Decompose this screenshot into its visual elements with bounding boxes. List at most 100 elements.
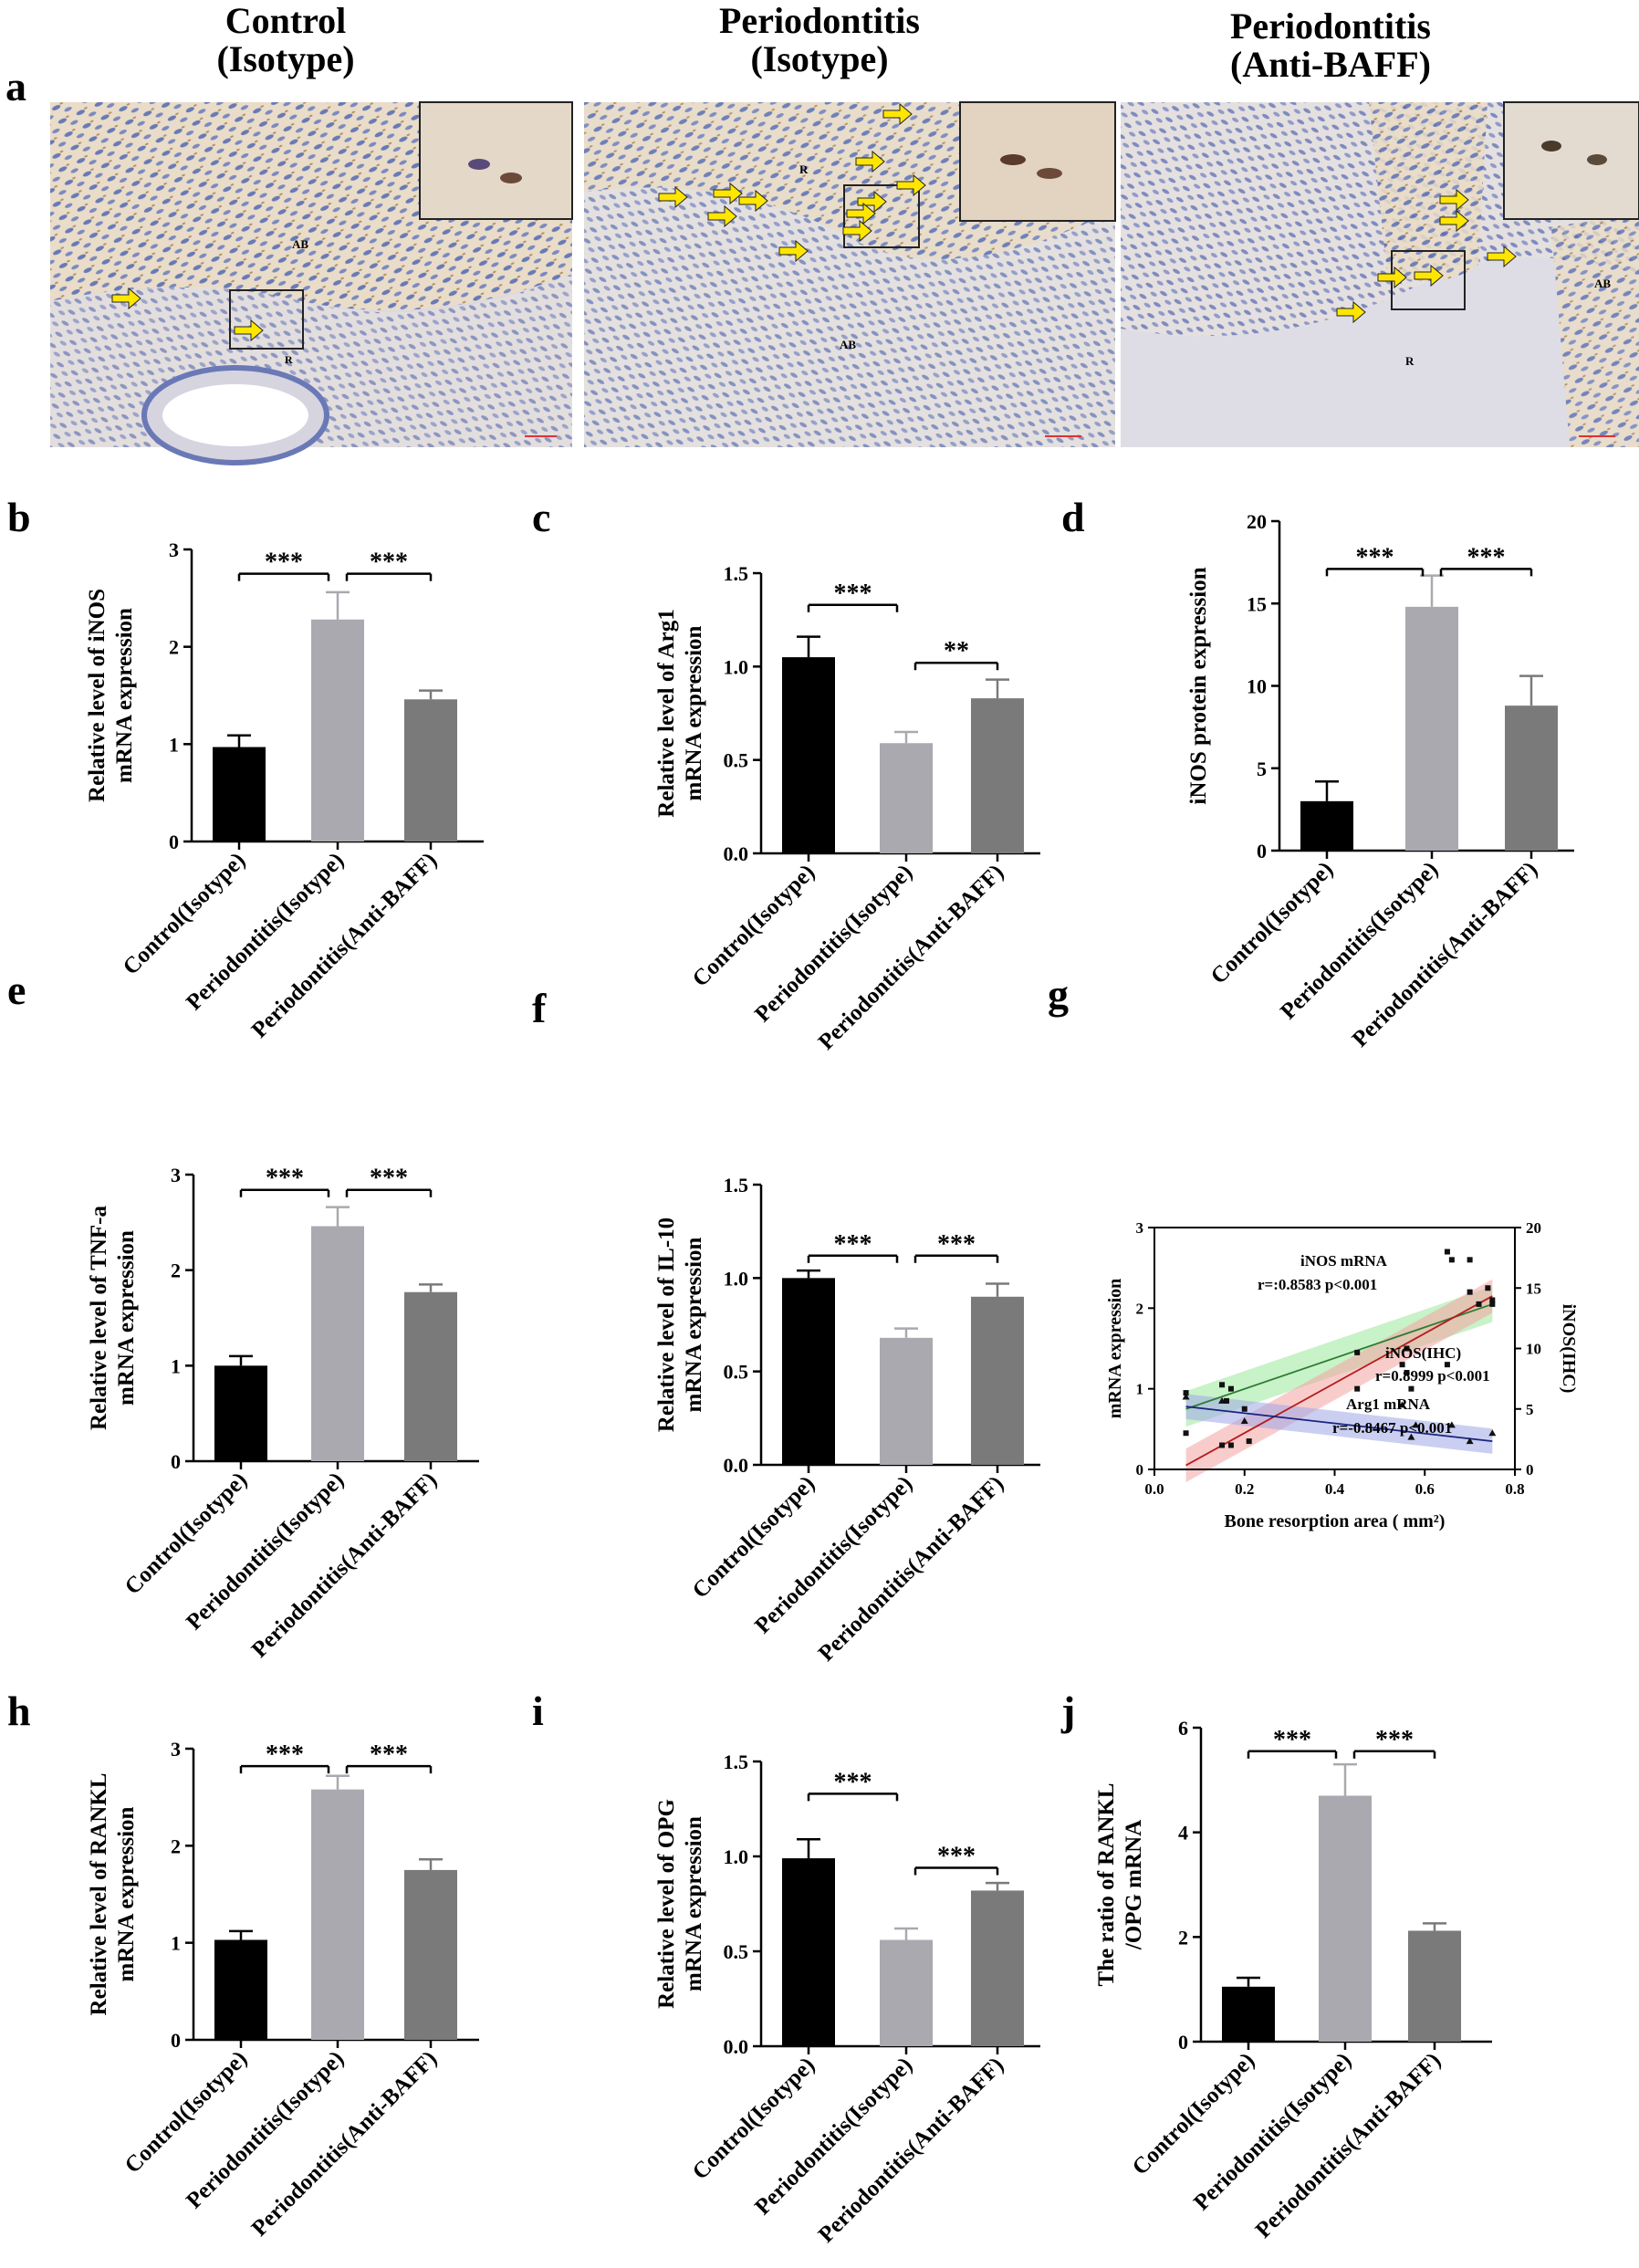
x-tick-label-group: Periodontitis(Anti-BAFF) [247, 1468, 443, 1663]
panel-a-title-3-line1: Periodontitis [1230, 5, 1431, 47]
y-tick-left-label: 0 [1136, 1461, 1144, 1479]
data-point [1476, 1301, 1482, 1307]
chart-c: c 0.0 0.5 1.0 1.5 Relative level of Arg1 mRNA … [532, 494, 1040, 1055]
bar [1300, 800, 1353, 851]
panel-a-title-2-line1: Periodontitis [719, 0, 920, 41]
data-point [1219, 1442, 1226, 1448]
x-tick-label-group: Periodontitis(Isotype) [1189, 2048, 1356, 2215]
micrograph-periodontitis-anti-baff: AB R [1121, 101, 1639, 447]
data-point [1485, 1285, 1491, 1291]
data-point [1489, 1301, 1496, 1307]
x-axis-title: Bone resorption area ( mm²) [1225, 1511, 1446, 1531]
data-point [1448, 1257, 1455, 1263]
y-axis-title: The ratio of RANKL/OPG mRNA [1094, 1783, 1146, 1987]
sig-label: *** [370, 549, 408, 577]
data-point [1227, 1442, 1234, 1448]
y-axis-title-line: iNOS protein expression [1186, 567, 1211, 804]
y-axis-title-line: mRNA expression [114, 1230, 139, 1406]
y-tick-right-label: 20 [1526, 1219, 1541, 1237]
data-point [1227, 1385, 1234, 1392]
x-tick-label: 0.8 [1505, 1480, 1524, 1498]
arrow-marker [234, 319, 264, 342]
micrograph-periodontitis-isotype: R AB [584, 101, 1116, 448]
y-axis-title: Relative level of TNF-a mRNA expression [87, 1206, 139, 1430]
x-tick-label: Periodontitis(Isotype) [1189, 2048, 1356, 2215]
sig-label: *** [834, 1768, 872, 1796]
data-point [1408, 1385, 1415, 1392]
panel-a-title-2-line2: (Isotype) [750, 38, 888, 79]
arrow-marker [842, 219, 872, 243]
y-axis-title-line: Relative level of Arg1 [654, 609, 679, 817]
panel-a: a Control (Isotype) Periodontitis (Isoty… [5, 0, 1639, 465]
arrow-marker [1439, 188, 1469, 212]
chart-h: h 0 1 2 3 Relative level of RANKL mRNA express… [7, 1688, 479, 2242]
y-axis-title: iNOS protein expression [1186, 567, 1211, 804]
x-tick-label-group: Periodontitis(Anti-BAFF) [1251, 2048, 1446, 2243]
y-axis-title: Relative level of RANKL mRNA expression [87, 1773, 139, 2016]
data-point [1467, 1257, 1473, 1263]
y-tick-label: 1.0 [724, 655, 749, 678]
arrow-marker [1336, 300, 1366, 324]
label-ab-2: AB [840, 338, 856, 351]
sig-label: *** [1273, 1726, 1311, 1754]
bar [782, 657, 835, 853]
fit-line [1185, 1295, 1493, 1467]
panel-letter-b: b [7, 494, 31, 540]
fit-line [1185, 1303, 1493, 1410]
data-point [1489, 1297, 1496, 1303]
panel-letter-i: i [532, 1688, 544, 1734]
arrow-marker [778, 239, 809, 263]
bar [404, 699, 457, 841]
y-axis-title-line: Relative level of IL-10 [654, 1218, 679, 1432]
data-point [1398, 1401, 1406, 1408]
bar [971, 1296, 1024, 1465]
y-axis-title-left: mRNA expression [1105, 1279, 1125, 1419]
series-label-inos-ihc: iNOS(IHC) [1385, 1344, 1461, 1362]
x-tick-label: 0.0 [1144, 1480, 1164, 1498]
y-axis-title: Relative level of Arg1 mRNA expression [654, 609, 706, 817]
data-point [1399, 1362, 1405, 1368]
sig-label: *** [266, 1740, 304, 1769]
panel-letter-g: g [1048, 971, 1069, 1018]
y-tick-label: 0.5 [724, 1940, 749, 1963]
bar [404, 1291, 457, 1461]
label-r-1: R [285, 353, 293, 366]
y-axis-title-line: mRNA expression [682, 1816, 706, 1991]
sig-label: *** [1356, 543, 1394, 571]
bar [971, 1890, 1024, 2046]
y-tick-label: 0.5 [724, 1361, 749, 1384]
y-tick-label: 0.5 [724, 749, 749, 772]
sig-label: *** [937, 1230, 976, 1259]
y-axis-title-line: /OPG mRNA [1122, 1820, 1146, 1950]
label-r-3: R [1405, 354, 1415, 368]
y-tick-label: 2 [169, 636, 179, 659]
x-tick-label-group: Periodontitis(Isotype) [750, 2053, 917, 2220]
data-point [1466, 1437, 1474, 1445]
panel-letter-f: f [532, 985, 547, 1031]
series-label-inos-mrna: iNOS mRNA [1300, 1252, 1388, 1270]
sig-label: *** [370, 1740, 408, 1769]
data-point [1224, 1397, 1229, 1404]
x-tick-label: Periodontitis(Anti-BAFF) [814, 2053, 1009, 2248]
y-tick-left-label: 1 [1136, 1381, 1144, 1398]
series-label-arg1: Arg1 mRNA [1346, 1395, 1431, 1413]
y-tick-label: 1.5 [724, 1751, 749, 1773]
y-tick-label: 1.0 [724, 1845, 749, 1868]
bar [1405, 606, 1458, 851]
chart-e: e 0 1 2 3 Relative level of TNF-a mRNA express… [7, 967, 479, 1663]
sig-label: *** [370, 1165, 408, 1193]
label-r-2: R [799, 162, 809, 176]
sig-label: ** [944, 637, 969, 665]
y-tick-left-label: 3 [1136, 1219, 1144, 1237]
y-axis-title: Relative level of OPG mRNA expression [654, 1799, 706, 2009]
x-tick-label-group: Periodontitis(Anti-BAFF) [247, 848, 443, 1043]
y-tick-label: 5 [1257, 758, 1267, 780]
arrow-marker [846, 202, 876, 225]
arrow-marker [1439, 209, 1469, 233]
x-tick-label: Periodontitis(Anti-BAFF) [814, 1471, 1009, 1667]
panel-letter-d: d [1061, 494, 1085, 540]
y-tick-label: 0 [171, 2029, 181, 2052]
x-tick-label: 0.4 [1325, 1480, 1345, 1498]
